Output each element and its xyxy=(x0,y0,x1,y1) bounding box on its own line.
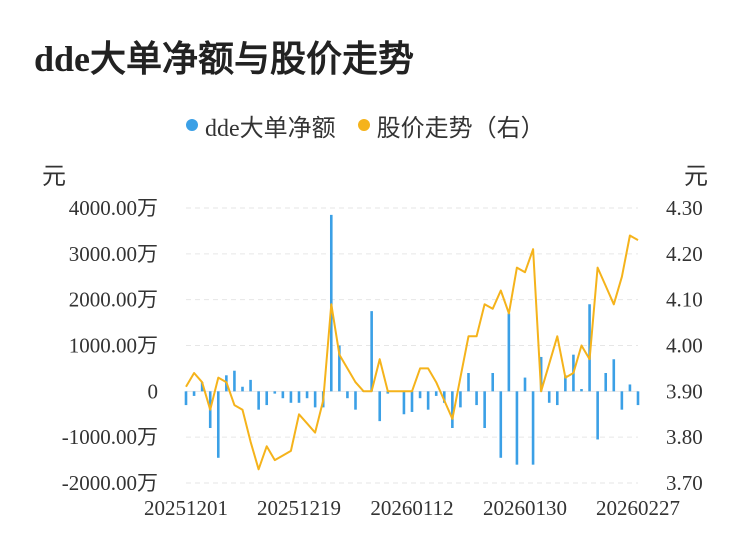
bar-dde xyxy=(305,391,309,399)
x-tick-label: 20260227 xyxy=(596,496,680,520)
bar-dde xyxy=(467,373,470,392)
bar-dde xyxy=(338,345,341,392)
x-tick-label: 20260112 xyxy=(370,496,453,520)
left-tick-label: 0 xyxy=(148,379,159,403)
legend-dot-dde-icon xyxy=(186,119,198,131)
right-axis-unit: 元 xyxy=(684,164,708,190)
left-tick-label: -2000.00万 xyxy=(62,471,158,495)
bar-dde xyxy=(547,391,551,403)
legend-label-dde: dde大单净额 xyxy=(205,115,336,142)
bar-dde xyxy=(200,382,204,392)
bar-dde xyxy=(241,386,244,392)
bar-dde xyxy=(442,391,446,403)
bar-dde xyxy=(289,391,293,403)
left-tick-label: 1000.00万 xyxy=(69,334,158,358)
bar-dde xyxy=(434,391,438,396)
right-tick-label: 4.30 xyxy=(666,196,703,220)
legend-item-dde[interactable]: dde大单净额 xyxy=(186,108,336,143)
bar-dde xyxy=(216,391,220,458)
legend-dot-price-icon xyxy=(357,119,370,131)
right-tick-label: 3.70 xyxy=(666,471,703,495)
right-tick-label: 3.90 xyxy=(666,379,703,403)
bar-dde xyxy=(531,391,535,465)
bar-dde xyxy=(192,391,196,396)
bar-dde xyxy=(588,304,591,392)
bar-dde xyxy=(507,313,511,392)
bar-dde xyxy=(329,214,333,392)
bar-dde xyxy=(265,391,269,406)
bar-dde xyxy=(297,391,301,403)
left-tick-label: 4000.00万 xyxy=(69,196,158,220)
chart-title: dde大单净额与股价走势 xyxy=(34,39,415,79)
grid-layer xyxy=(186,207,638,484)
bar-dde xyxy=(612,359,616,392)
bar-dde xyxy=(483,391,486,428)
bar-dde xyxy=(418,391,422,399)
bar-series-layer xyxy=(184,214,640,465)
legend-item-price[interactable]: 股价走势（右） xyxy=(357,108,545,143)
bar-dde xyxy=(370,311,373,392)
bar-dde xyxy=(475,391,478,406)
bar-dde xyxy=(620,391,624,410)
bar-dde xyxy=(539,356,543,392)
bar-dde xyxy=(273,391,277,394)
bar-dde xyxy=(386,391,390,394)
bar-dde xyxy=(580,389,583,392)
left-axis-unit: 元 xyxy=(42,164,66,190)
right-tick-label: 4.00 xyxy=(666,334,703,358)
bar-dde xyxy=(596,391,599,440)
line-series-layer xyxy=(185,234,639,471)
bar-dde xyxy=(354,391,357,410)
left-tick-label: -1000.00万 xyxy=(62,425,158,449)
x-tick-label: 20251201 xyxy=(144,496,228,520)
bar-dde xyxy=(257,391,260,410)
bar-dde xyxy=(459,391,462,408)
line-price xyxy=(185,234,639,471)
bar-dde xyxy=(233,370,236,392)
left-tick-label: 2000.00万 xyxy=(69,288,158,312)
bar-dde xyxy=(636,391,640,406)
axis-labels-layer: -2000.00万 -1000.00万 0 1000.00万 2000.00万 3000.… xyxy=(62,196,703,520)
bar-dde xyxy=(523,377,527,392)
bar-dde xyxy=(628,384,632,392)
bar-dde xyxy=(426,391,430,410)
bar-dde xyxy=(313,391,317,408)
bar-dde xyxy=(378,391,382,422)
chart-legend: dde大单净额 股价走势（右） xyxy=(186,108,567,143)
bar-dde xyxy=(346,391,349,399)
bar-dde xyxy=(410,391,414,412)
bar-dde xyxy=(249,379,252,392)
bar-dde xyxy=(564,375,567,392)
bar-dde xyxy=(402,391,406,415)
right-tick-label: 4.10 xyxy=(666,288,703,312)
bar-dde xyxy=(515,391,519,465)
x-tick-label: 20251219 xyxy=(257,496,341,520)
legend-label-price: 股价走势（右） xyxy=(376,115,545,142)
bar-dde xyxy=(555,391,559,406)
right-tick-label: 4.20 xyxy=(666,242,703,266)
bar-dde xyxy=(451,391,454,428)
right-tick-label: 3.80 xyxy=(666,425,703,449)
bar-dde xyxy=(184,391,188,406)
bar-dde xyxy=(499,391,503,458)
left-tick-label: 3000.00万 xyxy=(69,242,158,266)
bar-dde xyxy=(604,373,608,392)
bar-dde xyxy=(281,391,285,399)
x-tick-label: 20260130 xyxy=(483,496,567,520)
bar-dde xyxy=(491,373,495,392)
